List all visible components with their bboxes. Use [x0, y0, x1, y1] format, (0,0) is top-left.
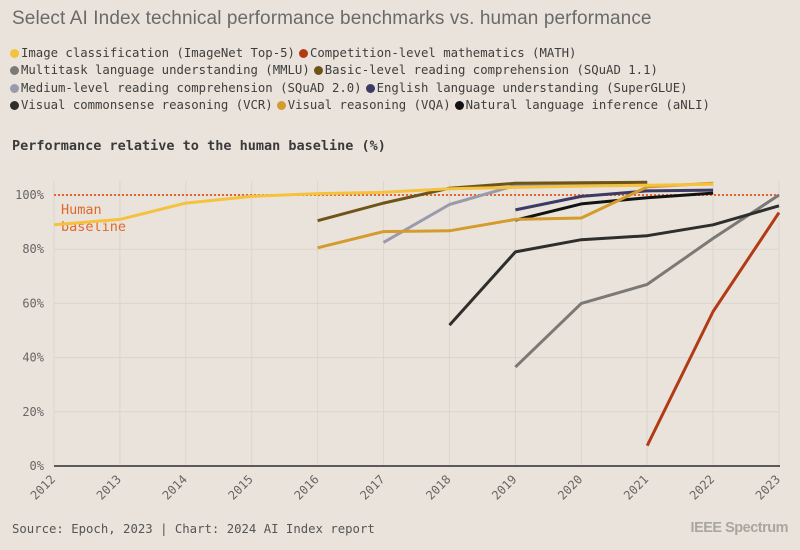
legend-dot-icon	[10, 66, 19, 76]
chart-title: Select AI Index technical performance be…	[12, 8, 652, 29]
x-tick-label: 2023	[753, 472, 783, 502]
x-tick-label: 2013	[94, 472, 124, 502]
legend-dot-icon	[10, 48, 19, 58]
legend-item: Image classification (ImageNet Top-5)	[10, 45, 295, 62]
legend-label: Basic-level reading comprehension (SQuAD…	[324, 63, 658, 78]
legend-label: Visual commonsense reasoning (VCR)	[21, 98, 273, 113]
legend-dot-icon	[365, 83, 375, 93]
legend-dot-icon	[276, 100, 286, 110]
legend-item: English language understanding (SuperGLU…	[365, 80, 688, 97]
x-tick-label: 2021	[621, 472, 651, 502]
legend-row: Image classification (ImageNet Top-5) Com…	[10, 45, 790, 62]
legend-item: Visual commonsense reasoning (VCR)	[10, 97, 273, 114]
y-tick-label: 80%	[22, 242, 44, 256]
x-tick-label: 2015	[226, 472, 256, 502]
series-line-visual-commonsense-reasoning-vcr	[448, 204, 780, 327]
x-tick-label: 2018	[423, 472, 453, 502]
y-tick-label: 20%	[22, 405, 44, 419]
legend-row: Multitask language understanding (MMLU) B…	[10, 62, 790, 79]
x-tick-label: 2012	[28, 472, 58, 502]
y-tick-label: 40%	[22, 351, 44, 365]
series-line-competition-level-mathematics-math	[645, 211, 781, 447]
legend-dot-icon	[10, 100, 19, 110]
series-line-basic-level-reading-comprehension-squad-1-1	[317, 180, 648, 223]
legend-row: Visual commonsense reasoning (VCR) Visual…	[10, 97, 790, 114]
chart-subtitle: Performance relative to the human baseli…	[12, 138, 386, 154]
legend-row: Medium-level reading comprehension (SQuA…	[10, 80, 790, 97]
legend-label: Natural language inference (aNLI)	[465, 98, 710, 113]
x-tick-label: 2014	[160, 472, 190, 502]
source-note: Source: Epoch, 2023 | Chart: 2024 AI Ind…	[12, 522, 375, 536]
legend-dot-icon	[298, 48, 308, 58]
y-tick-label: 60%	[22, 296, 44, 310]
legend-item: Visual reasoning (VQA)	[276, 97, 451, 114]
legend-item: Natural language inference (aNLI)	[454, 97, 710, 114]
series-line-multitask-language-understanding-mmlu	[514, 193, 780, 369]
legend-label: Image classification (ImageNet Top-5)	[21, 46, 295, 60]
y-tick-label: 100%	[15, 188, 45, 202]
legend-label: Visual reasoning (VQA)	[287, 98, 451, 113]
series-line-natural-language-inference-anli	[515, 191, 714, 222]
legend-dot-icon	[454, 100, 464, 110]
x-axis: 2012 2013 2014 2015 2016 2017 2018 2019 2020 2021…	[28, 465, 783, 503]
x-tick-label: 2022	[687, 472, 717, 502]
y-axis: 0% 20% 40% 60% 80% 100%	[15, 188, 45, 473]
legend-dot-icon	[313, 66, 323, 76]
legend: Image classification (ImageNet Top-5) Com…	[10, 45, 790, 115]
y-tick-label: 0%	[30, 459, 45, 473]
legend-item: Multitask language understanding (MMLU)	[10, 62, 310, 79]
series-line-image-classification-imagenet-top-5	[53, 182, 714, 227]
baseline-label: Human	[61, 202, 102, 218]
x-tick-label: 2016	[291, 472, 321, 502]
legend-item: Competition-level mathematics (MATH)	[298, 45, 577, 62]
series-lines	[53, 180, 781, 447]
series-line-visual-reasoning-vqa	[317, 181, 714, 250]
x-tick-label: 2020	[555, 472, 585, 502]
legend-label: Competition-level mathematics (MATH)	[309, 46, 577, 60]
x-tick-label: 2017	[357, 472, 387, 502]
legend-item: Medium-level reading comprehension (SQuA…	[10, 80, 362, 97]
brand-logo: IEEE Spectrum	[690, 520, 789, 536]
legend-dot-icon	[10, 83, 19, 93]
legend-label: Multitask language understanding (MMLU)	[21, 63, 310, 78]
x-tick-label: 2019	[489, 472, 519, 502]
series-line-english-language-understanding-superglue	[515, 188, 714, 212]
legend-item: Basic-level reading comprehension (SQuAD…	[313, 62, 658, 79]
legend-label: English language understanding (SuperGLU…	[376, 80, 688, 95]
legend-label: Medium-level reading comprehension (SQuA…	[21, 80, 362, 95]
